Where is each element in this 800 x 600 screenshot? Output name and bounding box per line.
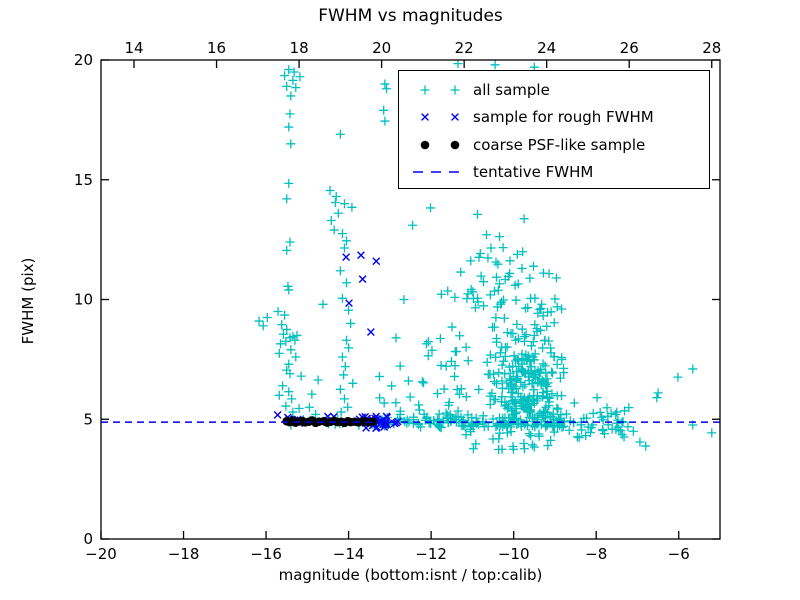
- y-tick-label: 10: [74, 291, 93, 309]
- x-tick-label: −16: [250, 545, 282, 563]
- x-tick-label: −18: [168, 545, 200, 563]
- x-tick-label: −6: [668, 545, 690, 563]
- dashed-line-icon: [413, 171, 465, 174]
- y-tick-label: 5: [83, 410, 93, 428]
- legend-item-rough-fwhm: sample for rough FWHM: [399, 104, 709, 132]
- legend-label: sample for rough FWHM: [473, 108, 654, 127]
- legend-label: tentative FWHM: [473, 163, 594, 182]
- x-tick-label: −8: [585, 545, 607, 563]
- tick-labels: −20 −18 −16 −14 −12 −10 −8 −6 14 16 18 20 22 24 26 28 0 5…: [74, 39, 721, 563]
- top-tick-label: 18: [290, 39, 309, 57]
- top-tick-label: 22: [455, 39, 474, 57]
- plus-marker-icon: [420, 85, 460, 95]
- top-tick-label: 24: [537, 39, 556, 57]
- legend-item-all-sample: all sample: [399, 76, 709, 104]
- legend-item-tentative-fwhm: tentative FWHM: [399, 159, 709, 187]
- legend-item-psf-like: coarse PSF-like sample: [399, 131, 709, 159]
- x-marker-icon: [421, 113, 459, 122]
- top-tick-label: 28: [702, 39, 721, 57]
- legend-label: coarse PSF-like sample: [473, 135, 646, 154]
- chart-title: FWHM vs magnitudes: [318, 6, 503, 26]
- y-tick-label: 15: [74, 171, 93, 189]
- legend-label: all sample: [473, 80, 550, 99]
- top-tick-label: 20: [372, 39, 391, 57]
- y-axis-label: FWHM (pix): [19, 257, 37, 345]
- dot-marker-icon: [420, 140, 460, 150]
- y-tick-label: 0: [83, 530, 93, 548]
- top-tick-label: 16: [207, 39, 226, 57]
- top-tick-label: 14: [124, 39, 143, 57]
- data-points: [101, 60, 720, 455]
- x-tick-label: −14: [333, 545, 365, 563]
- axis-ticks: [100, 59, 720, 540]
- legend: all sample sample for rough FWHM coarse …: [398, 70, 710, 189]
- x-tick-label: −12: [415, 545, 447, 563]
- top-tick-label: 26: [620, 39, 639, 57]
- x-tick-label: −20: [85, 545, 117, 563]
- x-tick-label: −10: [498, 545, 530, 563]
- y-tick-label: 20: [74, 51, 93, 69]
- x-axis-label: magnitude (bottom:isnt / top:calib): [278, 566, 543, 584]
